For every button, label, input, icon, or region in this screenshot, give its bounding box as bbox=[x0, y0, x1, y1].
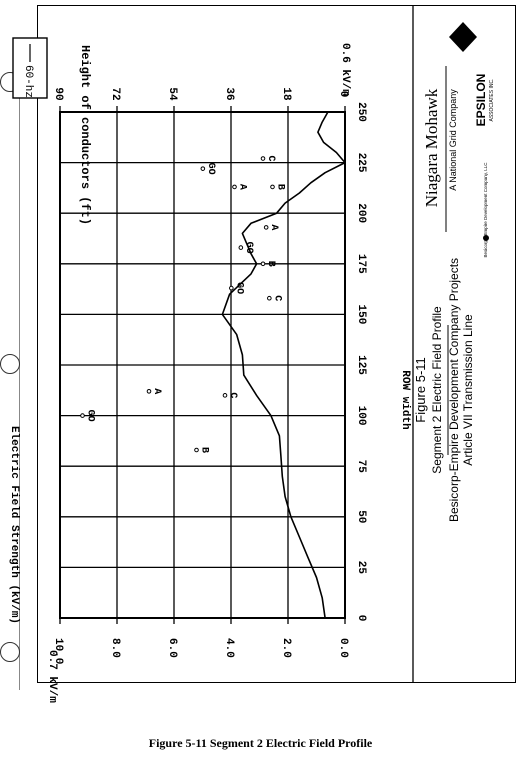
conductor-marker bbox=[232, 184, 237, 190]
y2-tick-label: 0 bbox=[337, 91, 349, 98]
x-tick-label: 175 bbox=[355, 254, 367, 274]
x-tick-label: 0 bbox=[355, 615, 367, 622]
y2-tick-label: 54 bbox=[166, 87, 178, 101]
y-tick-label: 4.0 bbox=[223, 638, 235, 658]
conductor-marker bbox=[260, 261, 266, 267]
y-axis-title: Electric Field Strength (kV/m) bbox=[8, 426, 20, 624]
y-tick-label: 0.0 bbox=[337, 638, 349, 658]
conductor-marker bbox=[263, 225, 269, 230]
figure-frame bbox=[37, 5, 516, 683]
conductor-marker bbox=[238, 245, 244, 250]
besicorp-logo-mark bbox=[483, 235, 489, 241]
conductor-label: B bbox=[275, 184, 286, 190]
x-tick-label: 75 bbox=[355, 460, 367, 474]
conductor-marker bbox=[270, 184, 275, 190]
x-tick-label: 150 bbox=[355, 304, 367, 324]
conductor-label: GO bbox=[205, 163, 216, 175]
x-tick-label: 200 bbox=[355, 203, 367, 223]
conductor-marker bbox=[194, 447, 199, 453]
conductor-marker bbox=[146, 389, 152, 394]
conductor-marker bbox=[229, 285, 234, 291]
figure-subtitle: Segment 2 Electric Field Profile bbox=[430, 306, 444, 474]
right-end-label: 0.6 kV/m bbox=[339, 43, 351, 96]
y-tick-label: 10.0 bbox=[52, 638, 64, 664]
figure-number: Figure 5-11 bbox=[413, 357, 428, 423]
x-tick-label: 25 bbox=[355, 561, 367, 575]
epsilon-logo-text: EPSILON bbox=[474, 74, 488, 127]
besicorp-logo: Besicorp—Empire Development Company, LLC bbox=[483, 162, 488, 258]
conductor-label: B bbox=[199, 447, 210, 453]
company-subtitle: A National Grid Company bbox=[448, 89, 458, 191]
y2-tick-label: 18 bbox=[280, 87, 292, 101]
x-tick-label: 50 bbox=[355, 510, 367, 523]
conductor-marker bbox=[222, 393, 228, 398]
conductor-label: C bbox=[227, 392, 238, 398]
national-grid-diamond-logo bbox=[449, 22, 477, 52]
conductor-label: GO bbox=[85, 410, 96, 422]
conductor-label: GO bbox=[233, 282, 244, 294]
conductor-marker bbox=[267, 295, 272, 301]
project-name: Besicorp-Empire Development Company Proj… bbox=[447, 258, 461, 522]
line-name: Article VII Transmission Line bbox=[461, 314, 475, 466]
conductor-label: A bbox=[237, 184, 248, 190]
title-block: Figure 5-11 Segment 2 Electric Field Pro… bbox=[413, 22, 495, 522]
conductor-marker bbox=[260, 156, 266, 161]
y-tick-label: 2.0 bbox=[280, 638, 292, 658]
epsilon-logo-sub: ASSOCIATES INC. bbox=[489, 79, 495, 122]
conductor-label: C bbox=[265, 156, 276, 162]
x-tick-label: 225 bbox=[355, 153, 367, 173]
x-axis-title: ROW width bbox=[399, 370, 411, 429]
binder-hole-bottom bbox=[0, 642, 20, 662]
legend-label: 60-hz bbox=[22, 65, 34, 98]
y-tick-label: 6.0 bbox=[166, 638, 178, 658]
legend: 60-hz bbox=[12, 37, 48, 99]
figure-caption: Figure 5-11 Segment 2 Electric Field Pro… bbox=[148, 736, 373, 750]
binder-hole-middle bbox=[0, 354, 20, 374]
conductor-marker bbox=[80, 413, 85, 418]
conductor-label: A bbox=[268, 224, 279, 230]
x-tick-label: 125 bbox=[355, 355, 367, 375]
company-name: Niagara Mohawk bbox=[422, 88, 441, 207]
conductor-label: C bbox=[271, 295, 282, 301]
y2-tick-label: 72 bbox=[109, 87, 121, 100]
conductor-marker bbox=[200, 166, 206, 171]
series-line bbox=[221, 111, 346, 619]
conductor-label: B bbox=[265, 261, 276, 267]
conductor-label: A bbox=[151, 388, 162, 394]
x-tick-label: 250 bbox=[355, 102, 367, 122]
y-tick-label: 8.0 bbox=[109, 638, 121, 658]
left-end-label: 0.7 kV/m bbox=[46, 650, 58, 703]
y2-tick-label: 36 bbox=[223, 87, 235, 100]
x-tick-label: 100 bbox=[355, 406, 367, 426]
y2-axis-title: Height of conductors (ft) bbox=[78, 45, 92, 225]
conductor-label: GO bbox=[243, 242, 254, 254]
y2-tick-label: 90 bbox=[52, 87, 64, 100]
